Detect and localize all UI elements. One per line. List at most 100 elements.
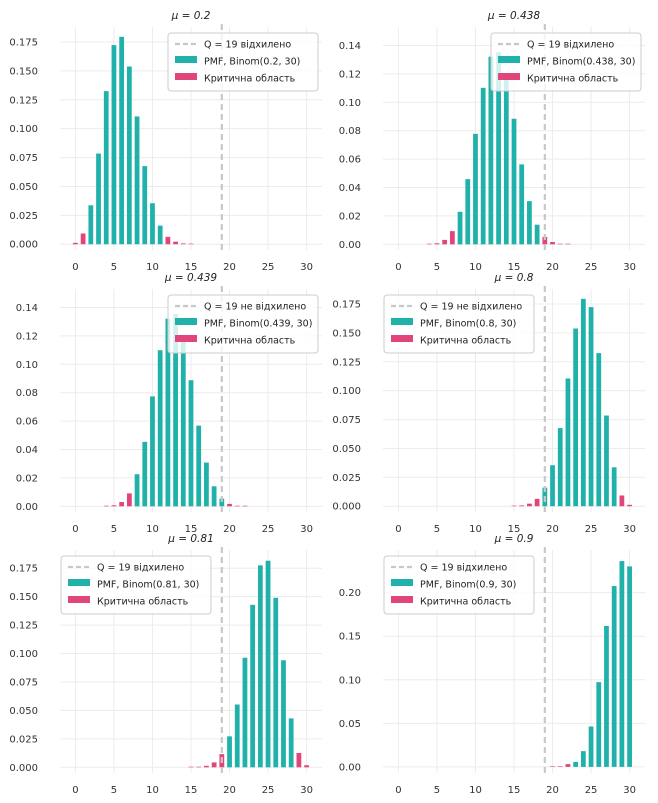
pmf-bar: [611, 467, 617, 507]
x-tick-label: 25: [585, 785, 598, 796]
x-tick-label: 0: [395, 785, 401, 796]
legend-critical-swatch: [175, 73, 197, 80]
x-tick-label: 15: [185, 785, 198, 796]
legend-label-threshold: Q = 19 не відхилено: [420, 302, 522, 313]
pmf-bar: [496, 52, 501, 245]
chart-panel-2: 0.00 0.02 0.04 0.06 0.08 0.10 0.12 0.14 0 5 10 15 20…: [339, 10, 645, 273]
chart-title: μ = 0.2: [171, 10, 211, 22]
x-tick-label: 10: [146, 785, 159, 796]
pmf-bar: [534, 224, 540, 245]
y-tick-label: 0.08: [339, 126, 361, 137]
y-tick-label: 0.175: [9, 38, 38, 49]
x-tick-label: 20: [223, 524, 236, 535]
x-tick-label: 0: [395, 262, 401, 273]
legend-label-pmf: PMF, Binom(0.2, 30): [204, 57, 300, 68]
pmf-bar: [473, 133, 478, 245]
pmf-bar: [557, 428, 563, 507]
critical-bar: [165, 236, 171, 245]
critical-bar: [527, 503, 532, 507]
legend: Q = 19 не відхилено PMF, Binom(0.439, 30)…: [167, 294, 319, 354]
x-tick-label: 15: [185, 262, 198, 273]
pmf-bar: [157, 350, 163, 507]
y-tick-label: 0.000: [9, 240, 38, 251]
critical-bar: [557, 766, 563, 767]
legend-label-critical: Критична область: [420, 597, 512, 608]
critical-bar: [619, 495, 625, 507]
x-tick-label: 0: [72, 785, 78, 796]
critical-bar: [196, 766, 202, 768]
legend-critical-swatch: [391, 596, 413, 603]
pmf-bar: [503, 76, 509, 245]
x-tick-label: 30: [300, 785, 313, 796]
y-tick-label: 0.025: [9, 734, 38, 745]
y-tick-label: 0.050: [332, 444, 361, 455]
pmf-bar: [457, 211, 463, 245]
y-tick-label: 0.10: [16, 360, 38, 371]
critical-bar: [119, 502, 125, 507]
x-tick-label: 30: [300, 262, 313, 273]
x-tick-label: 25: [262, 785, 275, 796]
x-tick-label: 15: [185, 524, 198, 535]
legend: Q = 19 відхилено PMF, Binom(0.81, 30) Крит…: [60, 555, 212, 615]
x-tick-label: 20: [223, 262, 236, 273]
x-tick-label: 5: [111, 785, 117, 796]
y-tick-label: 0.00: [339, 762, 361, 773]
critical-bar: [234, 505, 240, 507]
legend-box: [383, 555, 535, 615]
legend-label-critical: Критична область: [204, 74, 296, 85]
x-tick-label: 30: [623, 785, 636, 796]
critical-bar: [542, 236, 548, 245]
legend-label-threshold: Q = 19 відхилено: [204, 40, 291, 51]
legend: Q = 19 відхилено PMF, Binom(0.438, 30) Кри…: [490, 32, 642, 92]
x-tick-label: 20: [223, 785, 236, 796]
y-tick-label: 0.06: [339, 155, 361, 166]
y-tick-label: 0.000: [332, 502, 361, 513]
pmf-bar: [619, 561, 625, 767]
pmf-bar: [204, 462, 209, 507]
y-tick-label: 0.12: [339, 69, 361, 80]
pmf-bar: [588, 726, 594, 767]
x-tick-label: 0: [395, 524, 401, 535]
legend-label-threshold: Q = 19 відхилено: [527, 40, 614, 51]
critical-bar: [242, 505, 248, 507]
legend-label-critical: Критична область: [97, 597, 189, 608]
legend-label-threshold: Q = 19 відхилено: [97, 563, 184, 574]
legend-label-pmf: PMF, Binom(0.439, 30): [204, 319, 312, 330]
chart-panel-5: 0.000 0.025 0.050 0.075 0.100 0.125 0.150 0.175…: [9, 533, 322, 796]
x-tick-label: 10: [469, 262, 482, 273]
pmf-bar: [142, 441, 148, 507]
x-tick-label: 0: [72, 262, 78, 273]
x-tick-label: 20: [546, 262, 559, 273]
x-tick-label: 5: [434, 262, 440, 273]
critical-bar: [204, 765, 209, 768]
pmf-bar: [596, 682, 602, 767]
y-tick-label: 0.050: [9, 706, 38, 717]
critical-bar: [565, 243, 571, 245]
y-tick-label: 0.02: [339, 211, 361, 222]
y-tick-label: 0.050: [9, 182, 38, 193]
pmf-bar: [96, 153, 101, 245]
chart-title: μ = 0.9: [494, 533, 534, 545]
chart-panel-1: 0.000 0.025 0.050 0.075 0.100 0.125 0.150 0.175…: [9, 10, 322, 273]
pmf-bar: [611, 586, 617, 767]
y-tick-label: 0.150: [9, 592, 38, 603]
critical-bar: [550, 766, 555, 767]
pmf-bar: [188, 380, 194, 507]
y-tick-label: 0.150: [332, 328, 361, 339]
legend-critical-swatch: [498, 73, 520, 80]
x-tick-label: 5: [434, 524, 440, 535]
legend-label-pmf: PMF, Binom(0.8, 30): [420, 319, 516, 330]
pmf-bar: [234, 704, 240, 768]
pmf-bar: [242, 657, 248, 768]
critical-bar: [80, 233, 86, 245]
x-tick-label: 15: [508, 785, 521, 796]
x-tick-label: 20: [546, 524, 559, 535]
critical-bar: [211, 762, 217, 768]
x-tick-label: 30: [300, 524, 313, 535]
x-tick-label: 25: [262, 262, 275, 273]
pmf-bar: [550, 465, 555, 507]
pmf-bar: [111, 45, 117, 245]
legend-critical-swatch: [391, 335, 413, 342]
pmf-bar: [573, 328, 579, 507]
y-tick-label: 0.04: [339, 183, 361, 194]
